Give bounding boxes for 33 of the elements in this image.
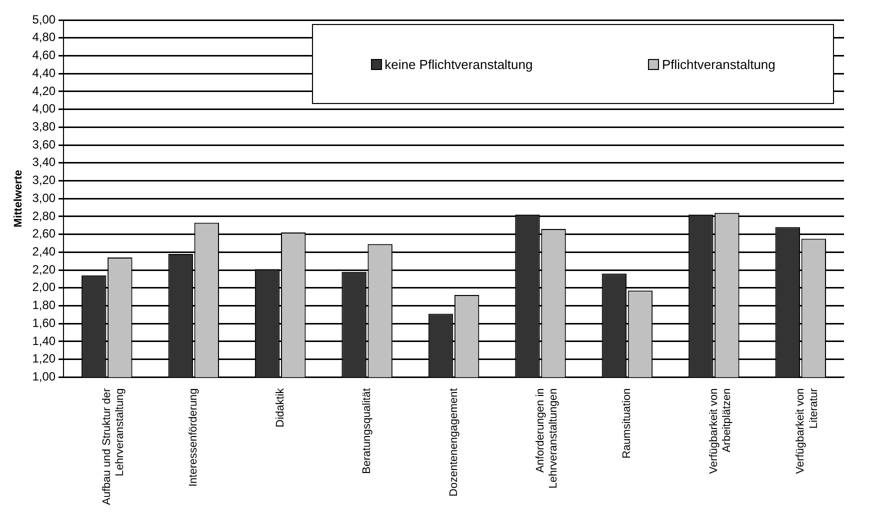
y-tick-label: 5,00	[32, 12, 56, 26]
x-tick-label: Beratungsqualität	[361, 388, 374, 474]
y-tick-label: 2,00	[32, 280, 56, 294]
y-tick-label: 4,00	[32, 102, 56, 116]
y-tick-label: 1,80	[32, 298, 56, 312]
x-tick-label: Didaktik	[274, 388, 286, 428]
y-tick-label: 4,60	[32, 48, 56, 62]
y-tick-label: 3,80	[32, 119, 56, 134]
y-tick-label: 1,40	[32, 334, 56, 348]
y-tick-label: 3,00	[32, 190, 56, 205]
x-tick-label: Aufbau und Struktur der Lehrveranstaltung	[100, 388, 126, 505]
x-tick-label: Anforderungen in Lehrveranstaltungen	[534, 388, 560, 488]
legend-label: Pflichtveranstaltung	[662, 56, 776, 72]
y-tick-label: 3,40	[32, 155, 56, 170]
y-tick-label: 1,20	[32, 352, 56, 366]
y-tick-label: 1,60	[32, 316, 56, 330]
legend-label: keine Pflichtveranstaltung	[384, 56, 533, 72]
y-tick-label: 4,80	[32, 30, 56, 44]
y-tick-label: 2,40	[32, 244, 56, 258]
y-tick-label: 4,20	[32, 84, 56, 98]
x-tick-label: Verfügbarkeit von Literatur	[794, 388, 820, 474]
y-tick-label: 2,60	[32, 226, 56, 241]
y-tick-label: 3,60	[32, 137, 56, 152]
x-tick-label: Dozentenengagement	[448, 388, 460, 496]
x-tick-label: Verfügbarkeit von Arbeitplätzen	[708, 388, 734, 474]
x-tick-label: Interessenförderung	[188, 388, 200, 487]
y-tick-label: 2,80	[32, 208, 56, 223]
y-axis-title: Mittelwerte	[12, 170, 25, 228]
y-tick-label: 1,00	[32, 370, 56, 384]
y-tick-label: 3,20	[32, 173, 56, 188]
y-tick-label: 2,20	[32, 262, 56, 276]
y-tick-label: 4,40	[32, 66, 56, 80]
x-tick-label: Raumsituation	[621, 388, 634, 459]
